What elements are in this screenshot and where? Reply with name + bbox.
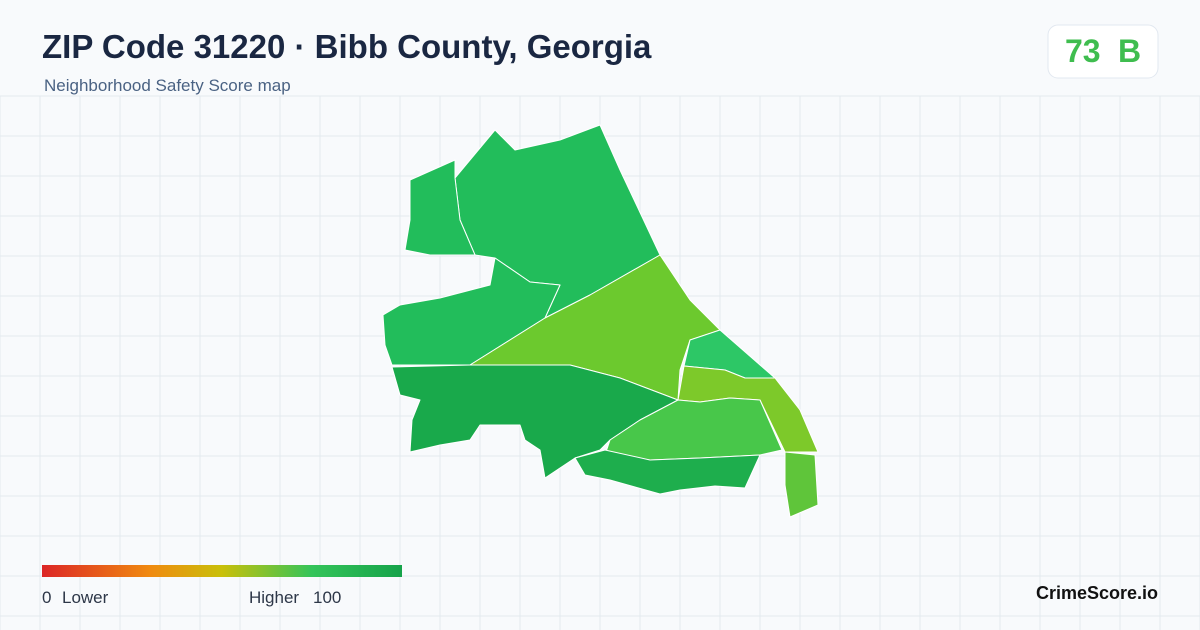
region	[574, 449, 761, 495]
regions	[382, 124, 819, 518]
title: ZIP Code 31220 · Bibb County, Georgia	[42, 28, 652, 65]
grade: B	[1118, 33, 1142, 69]
subtitle: Neighborhood Safety Score map	[44, 76, 291, 95]
legend-max: 100	[313, 588, 342, 607]
region	[391, 364, 679, 479]
region	[404, 159, 476, 256]
brand: CrimeScore.io	[1035, 583, 1158, 603]
region	[382, 257, 561, 366]
region	[784, 451, 819, 518]
legend-max-label: Higher	[249, 588, 300, 607]
score-badge	[1047, 24, 1159, 79]
legend-min-label: Lower	[62, 588, 109, 607]
legend-min: 0	[42, 588, 52, 607]
score: 73	[1065, 33, 1101, 69]
legend-bar	[42, 565, 402, 577]
